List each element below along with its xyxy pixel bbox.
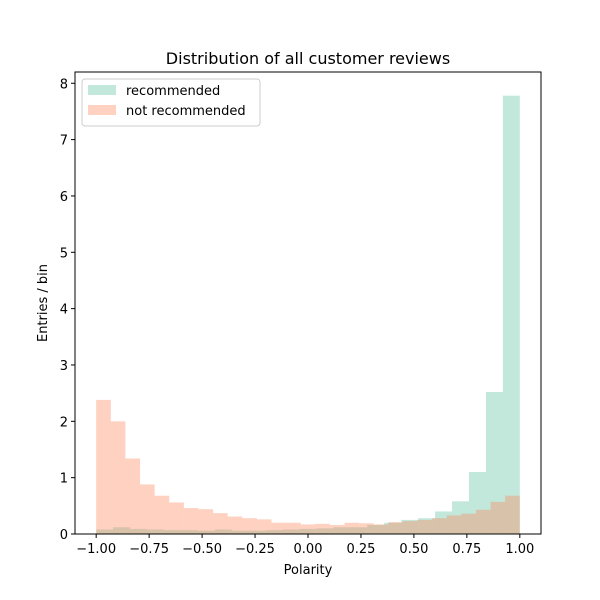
bar-recommended-3 (147, 529, 164, 534)
bars-layer (96, 95, 520, 534)
x-tick-label: 0.25 (346, 542, 375, 557)
bar-recommended-4 (163, 530, 181, 534)
bar-recommended-24 (502, 95, 520, 534)
bar-not-recommended-24 (446, 515, 462, 534)
bar-recommended-12 (299, 528, 317, 534)
y-tick-label: 2 (60, 415, 68, 430)
y-axis: 0 1 2 3 4 5 6 7 8 (60, 77, 75, 543)
bar-recommended-5 (180, 530, 198, 534)
bar-recommended-22 (468, 472, 486, 534)
bar-recommended-7 (214, 529, 232, 534)
y-tick-label: 4 (60, 303, 68, 318)
bar-recommended-11 (282, 529, 300, 534)
bar-recommended-14 (333, 527, 351, 534)
x-tick-label: 0.00 (294, 542, 323, 557)
bar-not-recommended-19 (373, 524, 389, 534)
bar-not-recommended-10 (242, 518, 257, 534)
x-tick-label: 1.00 (505, 542, 534, 557)
bar-not-recommended-18 (359, 523, 374, 534)
y-tick-label: 6 (60, 190, 68, 205)
bar-not-recommended-7 (198, 509, 214, 534)
x-tick-label: −0.75 (129, 542, 169, 557)
bar-not-recommended-3 (140, 484, 155, 534)
bar-not-recommended-1 (110, 421, 126, 534)
bar-not-recommended-13 (286, 522, 301, 534)
y-tick-label: 0 (60, 528, 68, 543)
plot-frame (74, 71, 542, 535)
x-tick-label: −0.50 (182, 542, 222, 557)
bar-recommended-2 (130, 528, 148, 534)
y-tick-label: 1 (60, 472, 68, 487)
bar-recommended-18 (401, 519, 419, 534)
bar-not-recommended-16 (329, 524, 345, 534)
bar-not-recommended-28 (505, 495, 520, 534)
legend-swatch-not-recommended (88, 105, 116, 115)
x-tick-label: 0.50 (399, 542, 428, 557)
x-tick-label: −1.00 (76, 542, 116, 557)
legend-frame (81, 78, 261, 127)
chart-title: Distribution of all customer reviews (166, 49, 450, 68)
bar-recommended-13 (316, 528, 334, 534)
bar-not-recommended-2 (125, 458, 141, 534)
legend-label-recommended: recommended (126, 84, 220, 99)
bar-recommended-19 (418, 518, 436, 534)
bar-not-recommended-25 (461, 513, 476, 534)
bar-not-recommended-26 (475, 509, 491, 534)
bar-recommended-6 (197, 530, 215, 534)
bar-not-recommended-23 (432, 518, 447, 534)
x-axis-label: Polarity (284, 563, 333, 578)
bar-recommended-8 (231, 530, 249, 534)
bar-recommended-15 (350, 527, 368, 534)
bar-not-recommended-12 (271, 522, 287, 534)
bar-not-recommended-14 (300, 524, 316, 534)
y-axis-label: Entries / bin (36, 264, 51, 342)
bar-not-recommended-6 (183, 508, 199, 534)
bar-not-recommended-0 (96, 399, 111, 534)
bar-recommended-10 (265, 530, 283, 534)
bar-not-recommended-27 (490, 501, 506, 534)
x-tick-label: −0.25 (235, 542, 275, 557)
x-tick-label: 0.75 (452, 542, 481, 557)
bar-not-recommended-4 (154, 495, 170, 534)
bar-recommended-0 (96, 529, 114, 534)
bar-not-recommended-8 (213, 513, 228, 534)
legend: recommended not recommended (81, 78, 261, 127)
y-tick-label: 7 (60, 134, 68, 149)
bar-recommended-16 (367, 524, 385, 534)
bar-recommended-21 (452, 501, 469, 534)
bar-not-recommended-11 (256, 519, 272, 534)
bar-not-recommended-9 (227, 516, 243, 534)
bar-recommended-17 (384, 522, 402, 534)
bar-recommended-1 (113, 527, 131, 534)
bar-not-recommended-17 (344, 522, 360, 534)
bar-not-recommended-5 (169, 502, 184, 534)
legend-label-not-recommended: not recommended (126, 104, 246, 119)
legend-swatch-recommended (88, 85, 116, 95)
y-tick-label: 8 (60, 77, 68, 92)
bar-recommended-9 (248, 530, 266, 534)
bar-not-recommended-20 (388, 522, 403, 534)
bar-not-recommended-22 (417, 519, 433, 534)
bar-recommended-20 (435, 511, 453, 534)
bar-not-recommended-15 (315, 523, 330, 534)
y-tick-label: 3 (60, 359, 68, 374)
bar-not-recommended-21 (402, 521, 418, 534)
y-tick-label: 5 (60, 246, 68, 261)
bar-recommended-23 (485, 392, 503, 534)
x-axis: −1.00 −0.75 −0.50 −0.25 0.00 0.25 0.50 0.75 1.00 (76, 534, 534, 557)
